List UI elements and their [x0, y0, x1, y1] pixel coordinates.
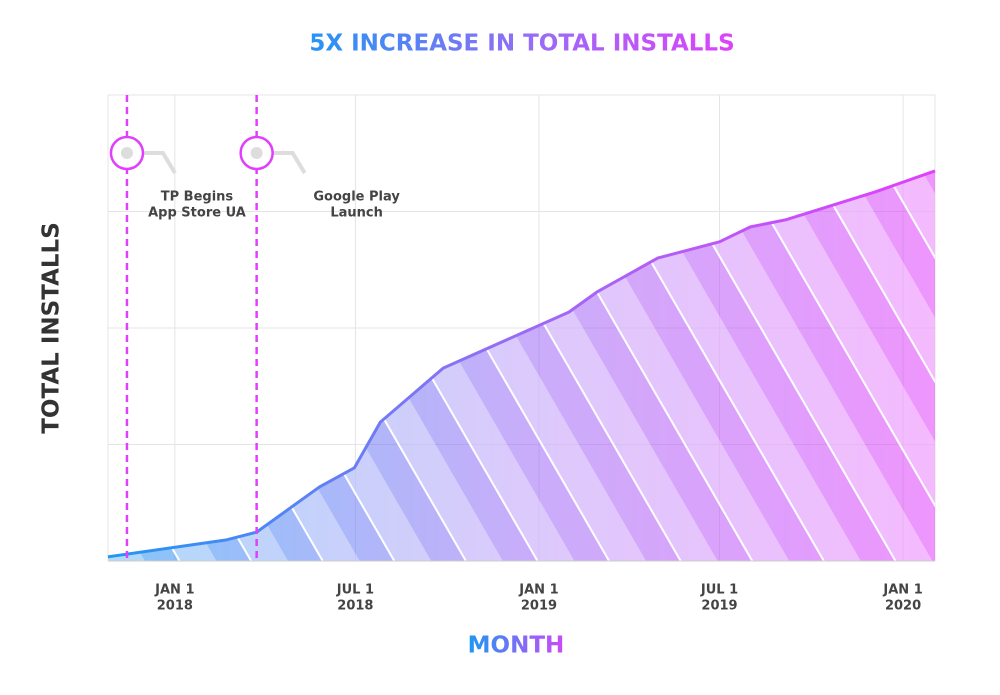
area-stripes	[108, 170, 935, 561]
annotation-label: Google Play	[313, 190, 400, 205]
annotation-label: TP Begins	[161, 190, 234, 205]
annotation-label: App Store UA	[148, 206, 246, 221]
x-axis-title: MONTH	[468, 633, 565, 659]
x-tick-label: 2019	[521, 599, 557, 614]
x-tick-label: 2018	[337, 599, 373, 614]
line	[107, 169, 936, 559]
y-axis-title: TOTAL INSTALLS	[39, 222, 65, 434]
x-tick-label: JAN 1	[154, 583, 194, 598]
chart-title: 5X INCREASE IN TOTAL INSTALLS	[309, 31, 734, 57]
annotation-connector	[272, 151, 307, 175]
x-tick-label: JUL 1	[336, 583, 374, 598]
x-tick-label: JAN 1	[882, 583, 922, 598]
x-tick-label: 2020	[885, 599, 921, 614]
x-tick-label: JUL 1	[700, 583, 738, 598]
annotation-dot	[120, 147, 133, 159]
annotation-connector	[142, 151, 177, 175]
x-tick-label: JAN 1	[518, 583, 558, 598]
annotation-dot	[250, 147, 263, 159]
x-tick-label: 2019	[701, 599, 737, 614]
annotation-label: Launch	[330, 206, 383, 221]
x-tick-label: 2018	[157, 599, 193, 614]
